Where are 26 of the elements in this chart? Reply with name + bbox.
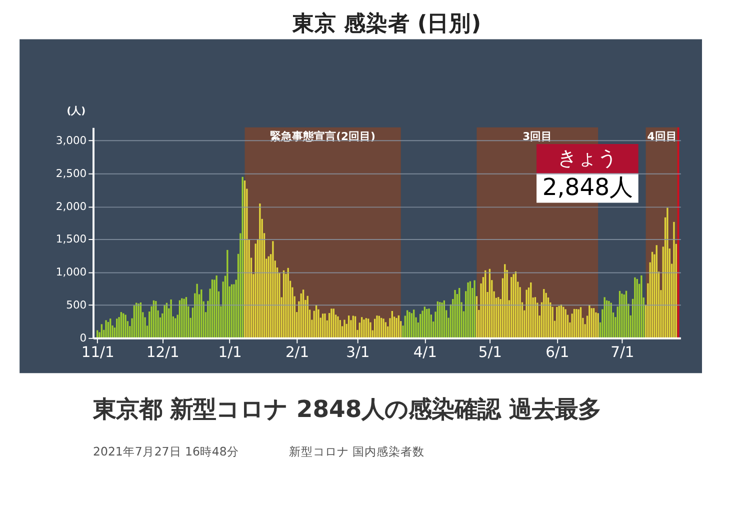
y-tick-label: 1,500: [56, 232, 87, 246]
x-tick-label: 5/1: [478, 344, 502, 361]
annotation: 2,848人: [542, 172, 633, 201]
y-tick-label: 2,000: [56, 200, 87, 213]
x-tick-label: 11/1: [81, 344, 114, 361]
x-tick-label: 1/1: [218, 344, 242, 361]
x-tick-label: 7/1: [610, 344, 634, 361]
annotation: きょう: [557, 146, 618, 170]
band-label: 3回目: [522, 130, 552, 144]
text: 2021年7月27日 16時48分: [93, 444, 239, 458]
x-tick-label: 12/1: [146, 344, 180, 361]
y-tick-label: 0: [80, 331, 87, 344]
x-tick-label: 6/1: [546, 344, 570, 361]
y-tick-label: 1,000: [56, 266, 87, 279]
y-tick-label: 2,500: [56, 166, 87, 180]
x-tick-label: 2/1: [285, 344, 310, 361]
chart-title: 東京 感染者 (日別): [291, 10, 482, 36]
text: 新型コロナ 国内感染者数: [288, 444, 425, 458]
band-label: 緊急事態宣言(2回目): [270, 130, 376, 144]
x-tick-label: 3/1: [346, 344, 370, 361]
x-tick-label: 4/1: [413, 344, 437, 361]
y-tick-label: 500: [66, 298, 87, 312]
text: 東京都 新型コロナ 2848人の感染確認 過去最多: [92, 395, 601, 424]
y-axis-title: (人): [66, 105, 86, 118]
band-label: 4回目: [647, 130, 677, 144]
y-tick-label: 3,000: [56, 134, 87, 147]
